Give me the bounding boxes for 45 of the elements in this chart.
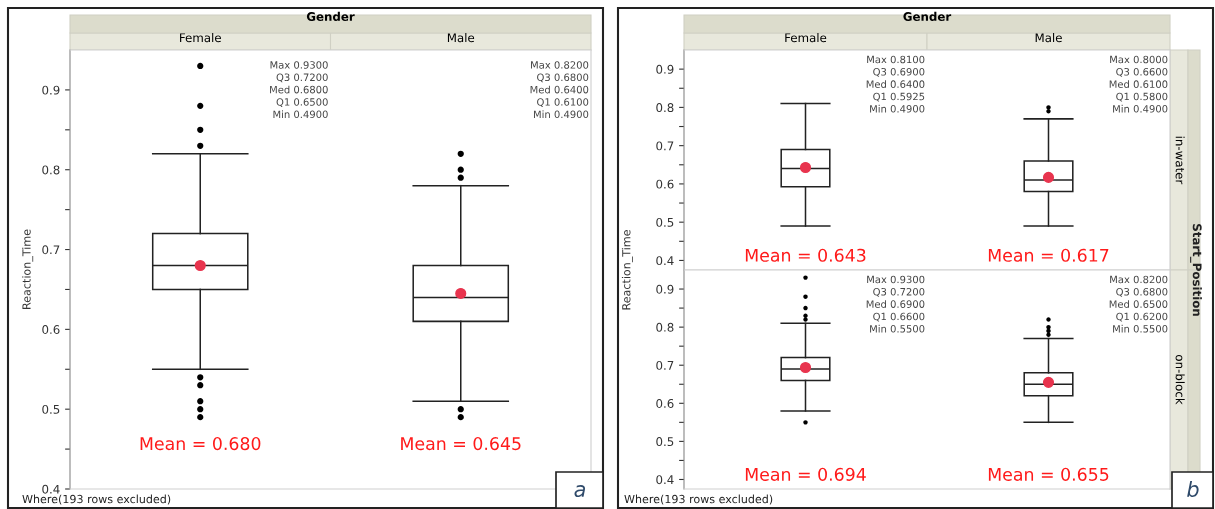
y-tick-label: 0.4 (656, 256, 674, 266)
text: Start_Position (1190, 224, 1202, 316)
y-tick-label: 0.6 (656, 399, 674, 408)
x-tick-label: Female (785, 33, 827, 43)
annotation: Max 0.9300 Q3 0.7200 Med 0.6800 Q1 0.6500 Min 0.4900 (270, 61, 328, 119)
text: b (1187, 480, 1199, 498)
y-tick-label: 0.7 (656, 141, 674, 151)
text: Where(193 rows excluded) (624, 494, 773, 505)
annotation: Mean = 0.643 (745, 248, 866, 262)
annotation: Mean = 0.655 (988, 467, 1109, 481)
annotation: Mean = 0.680 (140, 437, 261, 451)
y-tick-label: 0.7 (42, 245, 60, 255)
annotation: Mean = 0.694 (745, 467, 866, 481)
y-tick-label: 0.9 (656, 64, 674, 74)
annotation: Max 0.8100 Q3 0.6900 Med 0.6400 Q1 0.5925 Min 0.4900 (866, 55, 925, 113)
y-tick-label: 0.8 (42, 165, 60, 175)
y-tick-label: 0.4 (42, 484, 60, 494)
y-tick-label: 0.6 (656, 179, 674, 189)
y-tick-label: 0.8 (656, 322, 674, 332)
y2-axis-title: on-block (1175, 355, 1185, 405)
x-tick-label: Male (1035, 33, 1062, 43)
x-tick-label: Female (180, 33, 221, 43)
chart-title: Gender (903, 11, 952, 21)
annotation: Max 0.8200 Q3 0.6800 Med 0.6400 Q1 0.6100 Min 0.4900 (530, 61, 589, 119)
y-tick-label: 0.6 (42, 325, 60, 335)
annotation: Mean = 0.645 (401, 437, 521, 451)
annotation: Mean = 0.617 (988, 248, 1109, 262)
annotation: Max 0.8000 Q3 0.6600 Med 0.6100 Q1 0.5800 Min 0.4900 (1109, 55, 1168, 113)
annotation: a (574, 485, 586, 498)
annotation: Max 0.8200 Q3 0.6800 Med 0.6500 Q1 0.6200 Min 0.5500 (1109, 275, 1168, 333)
y-tick-label: 0.5 (42, 404, 60, 414)
y-axis-title: Reaction_Time (22, 229, 34, 309)
y-tick-label: 0.5 (656, 217, 674, 227)
y-axis-title: Reaction_Time (621, 230, 633, 310)
text: Where(193 rows excluded) (22, 494, 171, 505)
x-tick-label: Male (447, 33, 475, 43)
y-tick-label: 0.9 (42, 85, 60, 95)
y-tick-label: 0.4 (656, 475, 674, 485)
y-tick-label: 0.7 (656, 360, 674, 370)
y-tick-label: 0.8 (656, 103, 674, 113)
y2-axis-title: in-water (1175, 136, 1185, 185)
annotation: Max 0.9300 Q3 0.7200 Med 0.6900 Q1 0.6600 Min 0.5500 (866, 275, 925, 333)
y-tick-label: 0.9 (656, 284, 674, 294)
chart-title: Gender (306, 11, 355, 21)
y-tick-label: 0.5 (656, 437, 674, 447)
